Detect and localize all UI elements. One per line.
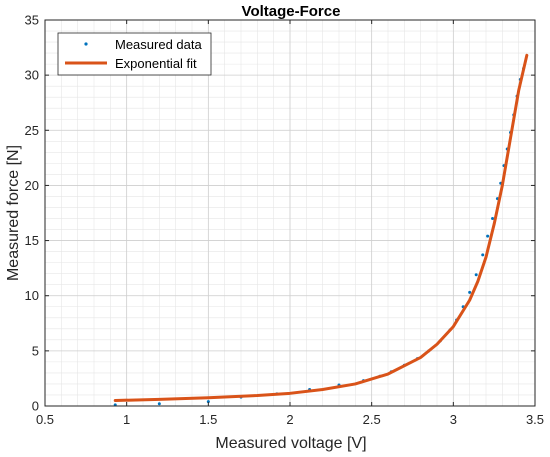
y-tick-label: 35 — [25, 13, 39, 28]
exponential-fit-line — [113, 53, 529, 402]
legend-marker-measured — [84, 42, 88, 46]
y-tick-label: 20 — [25, 178, 39, 193]
data-point — [491, 217, 495, 221]
x-tick-label: 3.5 — [526, 412, 544, 427]
chart-title: Voltage-Force — [242, 3, 341, 20]
data-point — [206, 400, 210, 404]
x-tick-label: 2.5 — [363, 412, 381, 427]
y-tick-label: 10 — [25, 288, 39, 303]
y-tick-label: 0 — [32, 399, 39, 414]
y-tick-label: 5 — [32, 343, 39, 358]
y-tick-label: 30 — [25, 68, 39, 83]
legend-label-measured: Measured data — [115, 37, 202, 52]
x-tick-label: 1.5 — [199, 412, 217, 427]
axis-ticks — [44, 19, 536, 407]
data-point — [474, 273, 478, 277]
tick-labels: 0.5 1 1.5 2 2.5 3 3.5 0 5 10 15 20 25 30 35 — [25, 13, 545, 428]
x-tick-label: 0.5 — [36, 412, 54, 427]
legend-box — [57, 32, 212, 76]
y-tick-label: 25 — [25, 123, 39, 138]
data-point — [481, 253, 485, 257]
x-tick-label: 3 — [450, 412, 457, 427]
x-axis-label: Measured voltage [V] — [215, 435, 366, 452]
y-axis-label: Measured force [N] — [5, 145, 22, 281]
data-layer — [113, 53, 529, 407]
data-point — [486, 234, 490, 238]
y-tick-label: 15 — [25, 233, 39, 248]
legend: Measured data Exponential fit — [57, 32, 212, 76]
x-tick-label: 1 — [123, 412, 130, 427]
legend-label-fit: Exponential fit — [115, 56, 197, 71]
x-tick-label: 2 — [286, 412, 293, 427]
data-point — [157, 402, 161, 406]
data-point — [468, 290, 472, 294]
